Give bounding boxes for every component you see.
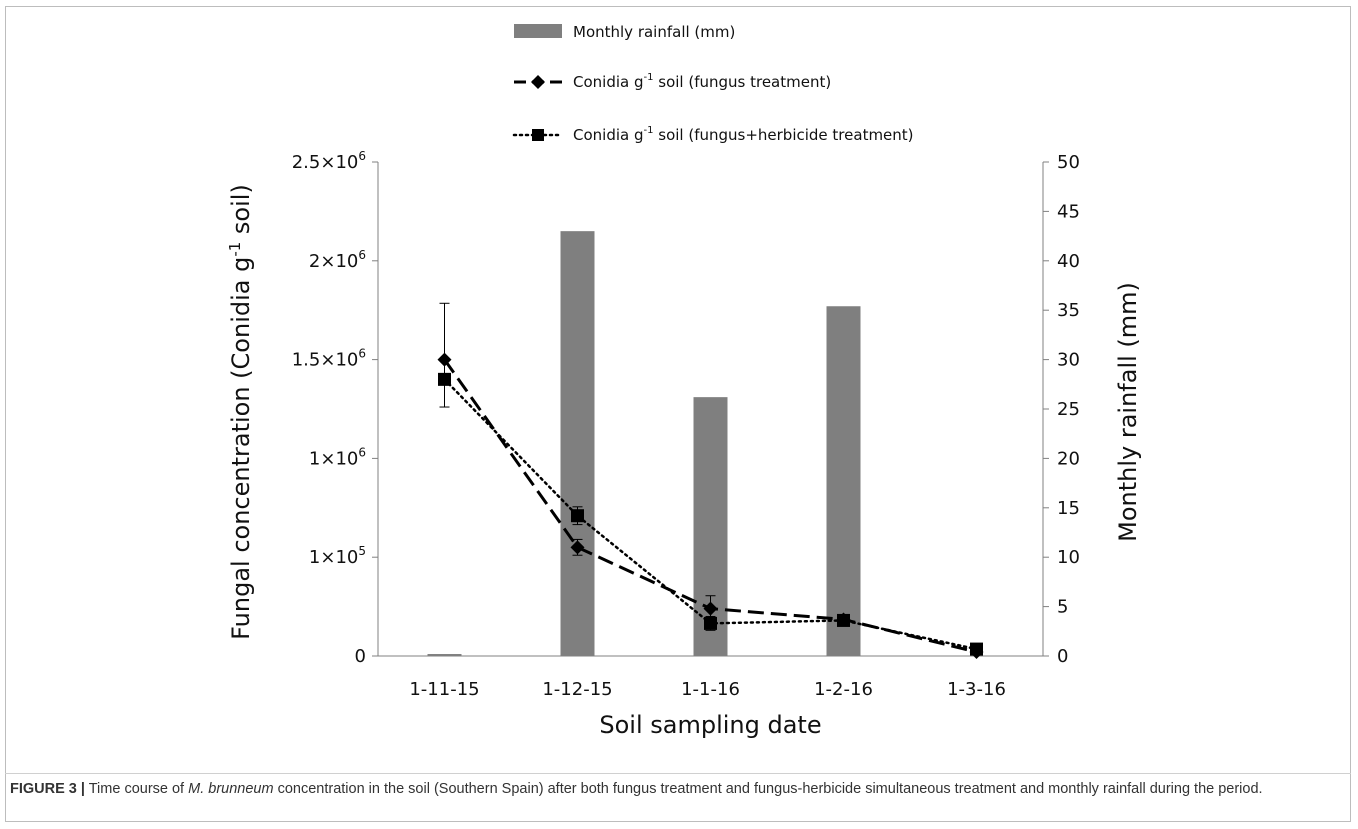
herbicide-point-marker (970, 642, 983, 656)
x-tick-label: 1-1-16 (681, 679, 740, 700)
legend-bar-swatch (514, 24, 562, 38)
herbicide-point-marker (837, 613, 850, 627)
left-tick-label: 2×106 (309, 248, 366, 272)
right-tick-label: 20 (1057, 448, 1080, 469)
left-tick-label: 0 (355, 646, 366, 667)
right-tick-label: 0 (1057, 646, 1068, 667)
legend-label-fungus-herbicide: Conidia g-1 soil (fungus+herbicide treat… (573, 125, 914, 144)
legend-diamond-marker (531, 75, 545, 89)
legend-square-marker (532, 129, 544, 141)
rainfall-bar (560, 231, 595, 656)
caption-post: concentration in the soil (Southern Spai… (273, 781, 1263, 797)
y-axis-left-title: Fungal concentration (Conidia g-1 soil) (226, 184, 255, 640)
right-tick-label: 35 (1057, 300, 1080, 321)
fungus-point-marker (437, 352, 452, 367)
fungus-point-marker (570, 540, 585, 555)
left-tick-label: 1×106 (309, 445, 366, 469)
rainfall-bar (427, 654, 462, 656)
x-tick-label: 1-12-15 (542, 679, 612, 700)
legend-label-fungus: Conidia g-1 soil (fungus treatment) (573, 72, 831, 91)
legend-label-rainfall: Monthly rainfall (mm) (573, 23, 735, 41)
caption-divider (5, 773, 1351, 774)
figure-frame (5, 6, 1351, 822)
right-tick-label: 15 (1057, 498, 1080, 519)
fungus-point-marker (703, 601, 718, 616)
herbicide-point-marker (438, 372, 451, 386)
y-axis-right-title: Monthly rainfall (mm) (1114, 282, 1142, 542)
herbicide-point-marker (704, 616, 717, 630)
right-tick-label: 40 (1057, 251, 1080, 272)
right-tick-label: 5 (1057, 597, 1068, 618)
x-tick-label: 1-3-16 (947, 679, 1006, 700)
right-tick-label: 50 (1057, 152, 1080, 173)
left-tick-label: 2.5×106 (292, 149, 366, 173)
x-axis-title: Soil sampling date (599, 711, 821, 739)
figure-caption: FIGURE 3 | Time course of M. brunneum co… (10, 779, 1340, 799)
caption-pre: Time course of (84, 781, 189, 797)
x-tick-label: 1-11-15 (409, 679, 479, 700)
x-tick-label: 1-2-16 (814, 679, 873, 700)
herbicide-point-marker (571, 509, 584, 523)
rainfall-bar (826, 306, 861, 656)
right-tick-label: 25 (1057, 399, 1080, 420)
right-tick-label: 10 (1057, 547, 1080, 568)
caption-lead: FIGURE 3 | (10, 781, 85, 797)
right-tick-label: 30 (1057, 350, 1080, 371)
left-tick-label: 1.5×106 (292, 347, 366, 371)
left-tick-label: 1×105 (309, 544, 366, 568)
caption-species: M. brunneum (188, 781, 274, 797)
chart: 0 1×105 1×106 1.5×106 2×106 2.5×106 0 5 10 15 20 25… (226, 23, 1142, 739)
right-tick-label: 45 (1057, 201, 1080, 222)
